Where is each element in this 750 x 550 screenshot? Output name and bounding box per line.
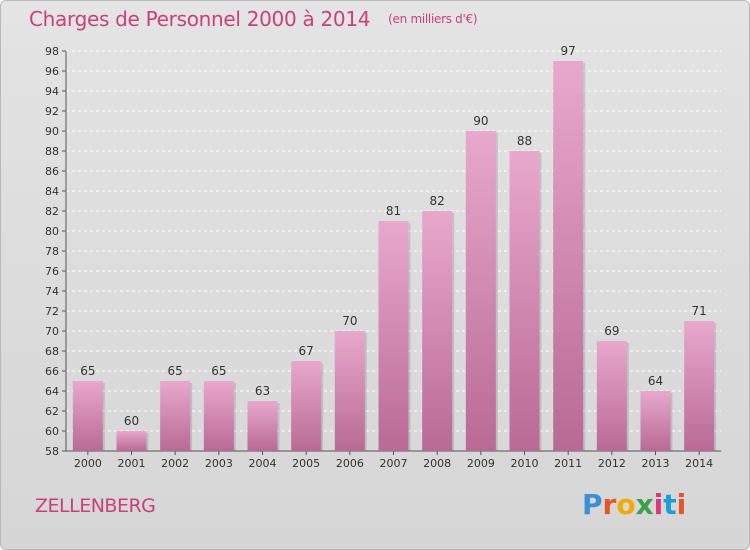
bar <box>160 381 191 451</box>
value-label: 60 <box>124 414 139 428</box>
place-name: ZELLENBERG <box>35 495 156 517</box>
bar <box>422 211 453 451</box>
value-label: 82 <box>430 194 445 208</box>
y-tick-label: 70 <box>45 325 59 338</box>
bar <box>684 321 715 451</box>
bar <box>596 341 627 451</box>
x-tick-label: 2012 <box>598 457 626 470</box>
y-tick-label: 82 <box>45 205 59 218</box>
logo-letter: r <box>602 488 617 521</box>
logo-letter: P <box>582 488 603 521</box>
x-tick-label: 2014 <box>685 457 713 470</box>
value-label: 63 <box>255 384 270 398</box>
logo-letter: i <box>676 488 687 521</box>
y-tick-label: 94 <box>45 85 59 98</box>
value-label: 90 <box>473 114 488 128</box>
value-label: 88 <box>517 134 532 148</box>
x-tick-label: 2010 <box>511 457 539 470</box>
logo-letter: x <box>635 488 654 521</box>
value-label: 97 <box>561 44 576 58</box>
value-label: 71 <box>692 304 707 318</box>
chart-title: Charges de Personnel 2000 à 2014 (en mill… <box>29 7 478 31</box>
bar <box>553 61 584 451</box>
x-tick-label: 2008 <box>423 457 451 470</box>
y-tick-label: 78 <box>45 245 59 258</box>
proxiti-logo: Proxiti <box>582 488 686 521</box>
value-label: 70 <box>342 314 357 328</box>
y-tick-label: 96 <box>45 65 59 78</box>
y-tick-label: 60 <box>45 425 59 438</box>
logo-letter: i <box>653 488 664 521</box>
y-tick-label: 84 <box>45 185 59 198</box>
y-tick-label: 88 <box>45 145 59 158</box>
unit-note: (en milliers d'€) <box>388 12 478 26</box>
x-tick-label: 2005 <box>292 457 320 470</box>
bar <box>509 151 540 451</box>
value-label: 69 <box>604 324 619 338</box>
bar <box>72 381 103 451</box>
y-tick-label: 92 <box>45 105 59 118</box>
y-tick-label: 90 <box>45 125 59 138</box>
value-label: 65 <box>80 364 95 378</box>
logo-letter: o <box>616 488 636 521</box>
bar <box>247 401 278 451</box>
x-tick-label: 2013 <box>642 457 670 470</box>
value-label: 81 <box>386 204 401 218</box>
bar <box>116 431 147 451</box>
bar <box>465 131 496 451</box>
bar <box>334 331 365 451</box>
logo-letter: t <box>663 488 677 521</box>
y-tick-label: 58 <box>45 445 59 458</box>
bar <box>640 391 671 451</box>
value-label: 65 <box>168 364 183 378</box>
y-tick-label: 98 <box>45 45 59 58</box>
x-tick-label: 2011 <box>554 457 582 470</box>
bar <box>203 381 234 451</box>
y-tick-label: 74 <box>45 285 59 298</box>
value-label: 64 <box>648 374 663 388</box>
y-tick-label: 72 <box>45 305 59 318</box>
x-tick-label: 2004 <box>249 457 277 470</box>
y-tick-label: 80 <box>45 225 59 238</box>
y-tick-label: 62 <box>45 405 59 418</box>
y-tick-label: 76 <box>45 265 59 278</box>
x-tick-label: 2002 <box>161 457 189 470</box>
y-tick-label: 68 <box>45 345 59 358</box>
x-tick-label: 2009 <box>467 457 495 470</box>
bar <box>291 361 322 451</box>
x-tick-label: 2003 <box>205 457 233 470</box>
value-label: 65 <box>211 364 226 378</box>
y-tick-label: 86 <box>45 165 59 178</box>
title-text: Charges de Personnel 2000 à 2014 <box>29 7 371 31</box>
bar <box>378 221 409 451</box>
x-tick-label: 2001 <box>118 457 146 470</box>
y-tick-label: 66 <box>45 365 59 378</box>
x-tick-label: 2006 <box>336 457 364 470</box>
y-tick-label: 64 <box>45 385 59 398</box>
value-label: 67 <box>299 344 314 358</box>
x-tick-label: 2007 <box>380 457 408 470</box>
x-tick-label: 2000 <box>74 457 102 470</box>
